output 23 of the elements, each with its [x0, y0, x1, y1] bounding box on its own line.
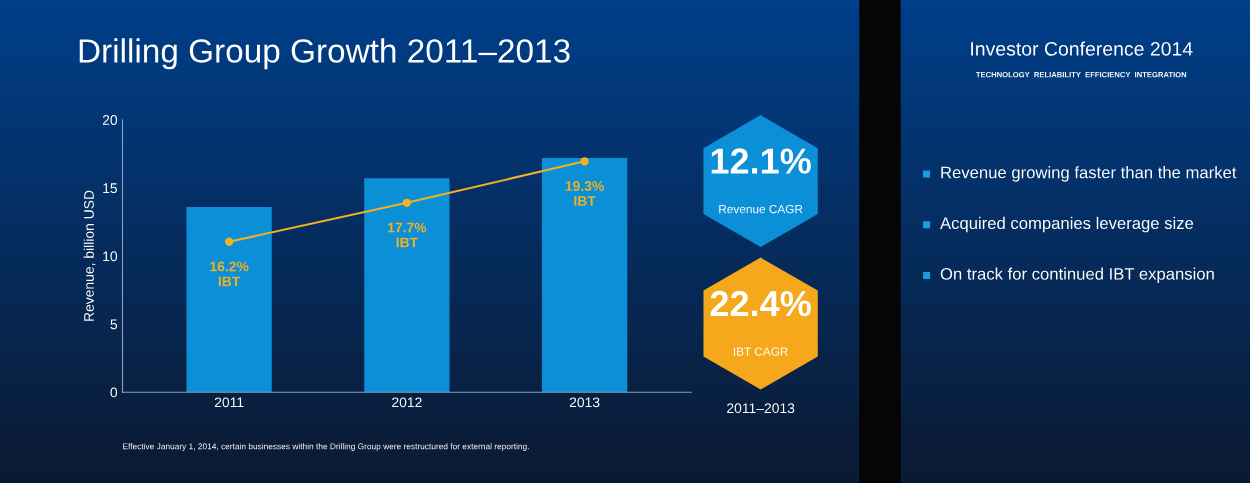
y-tick-label: 5 [110, 319, 118, 330]
text: Revenue growing faster than the market [941, 166, 1237, 182]
text: 22.4% [710, 290, 811, 317]
y-tick-label: 20 [102, 115, 118, 125]
text: On track for continued IBT expansion [940, 267, 1214, 284]
data-label: 17.7% IBT [388, 222, 427, 248]
text: Acquired companies leverage size [940, 216, 1194, 233]
chart-title: Drilling Group Growth 2011–2013 [79, 38, 570, 70]
y-axis-title: Revenue, billion USD [83, 190, 96, 321]
x-tick-label: 2011 [214, 397, 244, 408]
text: Effective January 1, 2014, certain businesses within the Drilling Group were restructured for external reporting. [123, 443, 529, 451]
y-tick-label: 15 [103, 183, 118, 194]
y-tick-label: 10 [103, 251, 118, 262]
text: IBT CAGR [733, 347, 788, 356]
text: 12.1% [711, 148, 811, 174]
text: Revenue CAGR [719, 204, 803, 214]
x-tick-label: 2012 [392, 397, 422, 408]
y-tick-label: 0 [110, 387, 118, 398]
data-label: 16.2% IBT [210, 261, 249, 287]
x-tick-label: 2013 [569, 397, 600, 408]
data-label: 19.3% IBT [565, 181, 604, 206]
text: Investor Conference 2014 [971, 41, 1193, 56]
text: 2011–2013 [727, 403, 795, 414]
